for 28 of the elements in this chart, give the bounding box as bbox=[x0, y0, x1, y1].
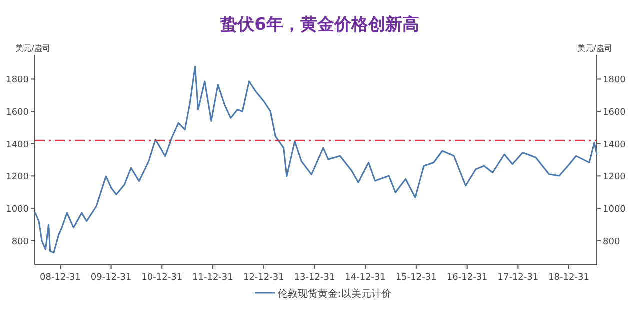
y2-tick-label: 1600 bbox=[603, 108, 626, 118]
y-tick-label: 1600 bbox=[6, 108, 30, 118]
y2-tick-label: 1800 bbox=[603, 76, 626, 86]
x-tick-label: 15-12-31 bbox=[396, 273, 437, 283]
line-series bbox=[34, 66, 598, 254]
y2-tick-label: 800 bbox=[603, 237, 620, 248]
x-tick-label: 08-12-31 bbox=[40, 273, 81, 283]
x-tick-label: 18-12-31 bbox=[548, 273, 590, 283]
y-tick-label: 1800 bbox=[6, 76, 30, 86]
y-tick-label: 1200 bbox=[6, 172, 30, 183]
y-tick-label: 800 bbox=[12, 237, 30, 248]
chart-title: 蛰伏6年，黄金价格创新高 bbox=[220, 15, 420, 35]
y2-tick-label: 1400 bbox=[603, 140, 626, 150]
y2-axis-title: 美元/盎司 bbox=[578, 44, 612, 53]
x-tick-label: 14-12-31 bbox=[345, 273, 386, 283]
x-tick-label: 16-12-31 bbox=[446, 273, 488, 283]
x-tick-label: 10-12-31 bbox=[142, 273, 183, 283]
y-tick-label: 1000 bbox=[6, 204, 30, 215]
y-axis-title: 美元/盎司 bbox=[16, 44, 50, 53]
x-tick-label: 13-12-31 bbox=[294, 273, 336, 283]
y-tick-label: 1400 bbox=[6, 140, 30, 150]
x-tick-label: 09-12-31 bbox=[90, 273, 132, 283]
x-tick-label: 11-12-31 bbox=[192, 273, 234, 283]
x-tick-label: 17-12-31 bbox=[498, 273, 539, 283]
legend-label: 伦敦现货黄金:以美元计价 bbox=[278, 288, 392, 300]
y2-tick-label: 1000 bbox=[603, 204, 626, 215]
x-tick-label: 12-12-31 bbox=[243, 273, 284, 283]
y2-tick-label: 1200 bbox=[603, 172, 626, 183]
